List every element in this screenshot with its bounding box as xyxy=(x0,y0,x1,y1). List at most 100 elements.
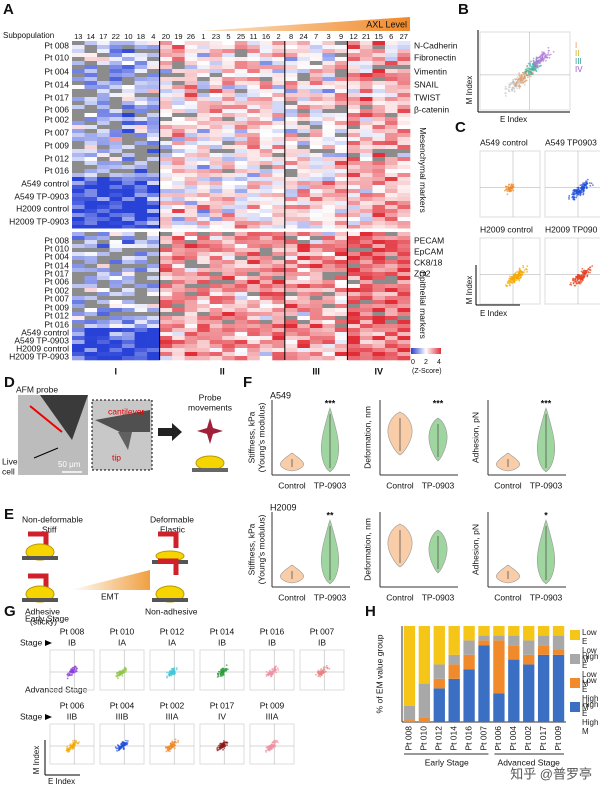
heatmap-cell-texture xyxy=(322,280,336,285)
label: CK8/18 xyxy=(414,257,443,267)
scatter-dot-texture xyxy=(529,73,532,75)
heatmap-cell-texture xyxy=(284,81,298,86)
label: IIIB xyxy=(116,711,129,721)
heatmap-cell-texture xyxy=(184,133,198,138)
axl-gradient xyxy=(200,17,410,31)
heatmap-cell-texture xyxy=(109,41,123,46)
heatmap-cell-texture xyxy=(159,113,173,118)
heatmap-cell-texture xyxy=(122,161,135,166)
heatmap-cell-texture xyxy=(159,340,173,345)
heatmap-cell-texture xyxy=(334,93,348,98)
heatmap-cell-texture xyxy=(109,284,123,289)
scatter-dot-texture xyxy=(519,80,522,83)
heatmap-cell-texture xyxy=(72,284,85,289)
heatmap-cell-texture xyxy=(372,153,386,158)
heatmap-cell-texture xyxy=(159,268,173,273)
heatmap-cell-texture xyxy=(359,300,373,305)
heatmap-cell-texture xyxy=(109,256,123,261)
heatmap-cell-texture xyxy=(97,105,110,110)
heatmap-cell-texture xyxy=(234,304,248,309)
heatmap-cell-texture xyxy=(297,248,311,253)
label: TP-0903 xyxy=(422,592,455,602)
scatter-dot-texture xyxy=(518,279,521,282)
heatmap-cell-texture xyxy=(297,236,311,241)
scatter-dot-texture xyxy=(517,276,520,278)
heatmap-cell-texture xyxy=(234,145,248,150)
heatmap-cell-texture xyxy=(147,260,160,265)
heatmap-cell-texture xyxy=(384,336,398,341)
panel-letter: D xyxy=(4,374,15,391)
heatmap-cell-texture xyxy=(159,352,173,357)
heatmap-cell-texture xyxy=(284,137,298,142)
heatmap-cell-texture xyxy=(209,248,223,253)
heatmap-cell-texture xyxy=(109,45,123,50)
heatmap-cell-texture xyxy=(334,236,348,241)
label: Pt 010 xyxy=(44,243,69,253)
heatmap-cell-texture xyxy=(284,65,298,70)
heatmap-cell-texture xyxy=(222,248,236,253)
heatmap-cell-texture xyxy=(322,169,336,174)
heatmap-cell-texture xyxy=(84,41,98,46)
heatmap-cell-texture xyxy=(309,221,323,226)
heatmap-cell-texture xyxy=(309,320,323,325)
heatmap-cell-texture xyxy=(234,225,248,230)
scatter-dot-texture xyxy=(522,265,524,267)
heatmap-cell-texture xyxy=(122,320,135,325)
scatter-dot-texture xyxy=(315,673,317,676)
scatter-dot-texture xyxy=(166,746,169,749)
heatmap-cell-texture xyxy=(122,93,135,98)
heatmap-cell-texture xyxy=(209,300,223,305)
heatmap-cell-texture xyxy=(272,316,286,321)
label: Live xyxy=(2,456,18,466)
heatmap-cell-texture xyxy=(97,320,110,325)
heatmap-cell-texture xyxy=(184,213,198,218)
scatter-dot-texture xyxy=(173,747,176,750)
heatmap-cell-texture xyxy=(372,225,386,230)
scatter-dot-texture xyxy=(71,667,74,670)
heatmap-cell-texture xyxy=(84,73,98,78)
heatmap-cell-texture xyxy=(384,145,398,150)
heatmap-cell-texture xyxy=(72,181,85,186)
heatmap-cell-texture xyxy=(209,236,223,241)
scatter-dot-texture xyxy=(72,671,75,674)
heatmap-cell-texture xyxy=(347,356,361,361)
heatmap-cell-texture xyxy=(184,348,198,353)
heatmap-cell-texture xyxy=(147,181,160,186)
scatter-dot-texture xyxy=(272,672,275,674)
heatmap-cell-texture xyxy=(359,145,373,150)
heatmap-cell-texture xyxy=(184,61,198,66)
heatmap-cell-texture xyxy=(109,181,123,186)
scatter-dot-texture xyxy=(119,670,122,673)
heatmap-cell-texture xyxy=(172,264,185,269)
heatmap-cell-texture xyxy=(197,336,211,341)
label: Pt 006 xyxy=(60,700,85,710)
heatmap-cell-texture xyxy=(109,304,123,309)
heatmap-cell-texture xyxy=(197,308,211,313)
heatmap-cell-texture xyxy=(272,276,286,281)
heatmap-cell-texture xyxy=(172,117,185,122)
heatmap-cell-texture xyxy=(122,141,135,146)
heatmap-cell-texture xyxy=(159,169,173,174)
heatmap-cell-texture xyxy=(347,73,361,78)
label: Control xyxy=(278,480,306,490)
heatmap-cell-texture xyxy=(272,57,286,62)
heatmap-cell-texture xyxy=(247,121,261,126)
heatmap-cell-texture xyxy=(247,312,261,317)
heatmap-cell-texture xyxy=(309,332,323,337)
heatmap-cell-texture xyxy=(384,221,398,226)
heatmap-cell-texture xyxy=(234,81,248,86)
heatmap-cell-texture xyxy=(272,189,286,194)
heatmap-cell-texture xyxy=(184,201,198,206)
scatter-dot-texture xyxy=(269,672,272,675)
heatmap-cell-texture xyxy=(72,217,85,222)
heatmap-cell-texture xyxy=(359,153,373,158)
heatmap-cell-texture xyxy=(134,280,148,285)
heatmap-cell-texture xyxy=(297,141,311,146)
bar-segment xyxy=(448,664,460,679)
bar-segment xyxy=(478,626,490,636)
heatmap-cell-texture xyxy=(159,165,173,170)
scatter-dot-texture xyxy=(572,279,574,282)
heatmap-cell-texture xyxy=(322,320,336,325)
heatmap-cell-texture xyxy=(359,252,373,257)
heatmap-cell-texture xyxy=(347,256,361,261)
